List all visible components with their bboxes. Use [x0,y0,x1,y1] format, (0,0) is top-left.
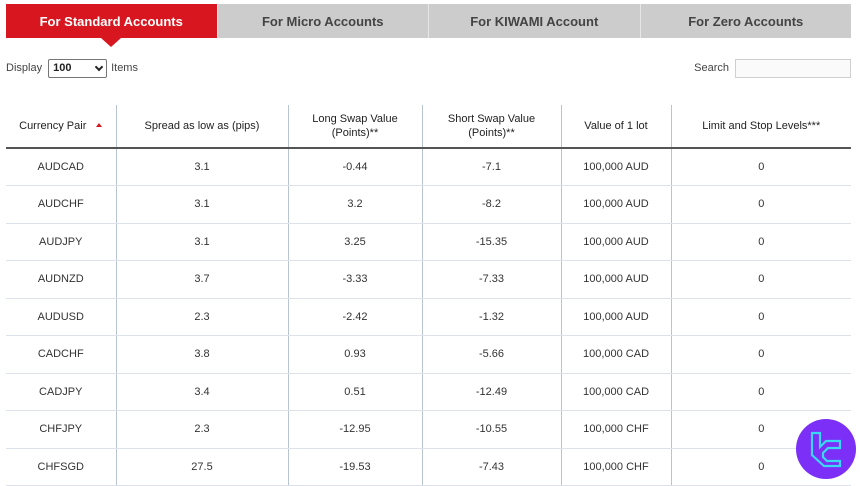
cell-currency-pair: CADCHF [6,335,116,374]
cell-currency-pair: CADJPY [6,373,116,411]
cell-limit-stop: 0 [670,298,851,336]
cell-long-swap: 3.25 [287,223,422,261]
cell-spread: 3.7 [115,260,288,299]
cell-currency-pair: AUDUSD [6,298,116,336]
table-row: AUDNZD 3.7 -3.33 -7.33 100,000 AUD 0 [6,260,851,299]
table-row: AUDJPY 3.1 3.25 -15.35 100,000 AUD 0 [6,223,851,261]
cell-lot-value: 100,000 CAD [560,373,671,411]
header-label: Currency Pair [19,120,87,132]
cell-long-swap: 3.2 [287,185,422,224]
cell-limit-stop: 0 [670,185,851,224]
cell-currency-pair: AUDCAD [6,148,116,186]
header-label-line2: (Points)** [468,127,515,139]
tab-micro-accounts[interactable]: For Micro Accounts [217,4,429,38]
table-row: CHFSGD 27.5 -19.53 -7.43 100,000 CHF 0 [6,448,851,486]
cell-lot-value: 100,000 CHF [560,448,671,486]
header-label: Spread as low as (pips) [144,120,260,132]
rates-table: Currency Pair Spread as low as (pips) Lo… [6,105,851,486]
cell-limit-stop: 0 [670,373,851,411]
header-long-swap[interactable]: Long Swap Value (Points)** [287,105,422,149]
cell-currency-pair: AUDCHF [6,185,116,224]
header-lot-value[interactable]: Value of 1 lot [560,105,671,149]
cell-lot-value: 100,000 AUD [560,185,671,224]
header-label: Limit and Stop Levels*** [702,120,821,132]
cell-short-swap: -15.35 [421,223,561,261]
cell-long-swap: -2.42 [287,298,422,336]
cell-spread: 3.1 [115,185,288,224]
cell-long-swap: -3.33 [287,260,422,299]
search-control: Search [694,58,851,78]
display-label: Display [6,62,43,74]
sort-asc-icon [96,123,103,128]
table-row: AUDUSD 2.3 -2.42 -1.32 100,000 AUD 0 [6,298,851,336]
page-length-control: Display 100 Items [6,58,138,78]
header-label-line1: Long Swap Value [312,113,398,125]
cell-currency-pair: CHFJPY [6,410,116,449]
tc-logo-icon [796,419,856,479]
header-label: Value of 1 lot [584,120,648,132]
header-limit-stop[interactable]: Limit and Stop Levels*** [670,105,851,149]
table-row: AUDCAD 3.1 -0.44 -7.1 100,000 AUD 0 [6,148,851,186]
cell-spread: 27.5 [115,448,288,486]
header-spread[interactable]: Spread as low as (pips) [115,105,288,149]
cell-long-swap: -19.53 [287,448,422,486]
tab-zero-accounts[interactable]: For Zero Accounts [640,4,851,38]
table-row: CHFJPY 2.3 -12.95 -10.55 100,000 CHF 0 [6,410,851,449]
cell-limit-stop: 0 [670,260,851,299]
items-label: Items [111,62,138,74]
cell-limit-stop: 0 [670,223,851,261]
cell-short-swap: -7.43 [421,448,561,486]
cell-spread: 3.4 [115,373,288,411]
cell-long-swap: -0.44 [287,148,422,186]
table-row: CADCHF 3.8 0.93 -5.66 100,000 CAD 0 [6,335,851,374]
cell-lot-value: 100,000 AUD [560,148,671,186]
account-type-tabs: For Standard Accounts For Micro Accounts… [6,4,851,47]
cell-short-swap: -12.49 [421,373,561,411]
cell-lot-value: 100,000 CAD [560,335,671,374]
cell-lot-value: 100,000 AUD [560,298,671,336]
cell-currency-pair: AUDJPY [6,223,116,261]
cell-spread: 3.1 [115,148,288,186]
cell-limit-stop: 0 [670,335,851,374]
cell-spread: 3.8 [115,335,288,374]
cell-short-swap: -10.55 [421,410,561,449]
cell-short-swap: -5.66 [421,335,561,374]
cell-lot-value: 100,000 AUD [560,223,671,261]
header-currency-pair[interactable]: Currency Pair [6,105,116,149]
header-label-line2: (Points)** [331,127,379,139]
cell-spread: 3.1 [115,223,288,261]
table-row: AUDCHF 3.1 3.2 -8.2 100,000 AUD 0 [6,185,851,224]
page-length-value: 100 [53,62,72,74]
table-header-row: Currency Pair Spread as low as (pips) Lo… [6,105,851,149]
chevron-down-icon [94,62,104,71]
cell-short-swap: -8.2 [421,185,561,224]
cell-long-swap: 0.51 [287,373,422,411]
cell-spread: 2.3 [115,410,288,449]
tab-kiwami-account[interactable]: For KIWAMI Account [429,4,641,38]
cell-short-swap: -7.1 [421,148,561,186]
header-short-swap[interactable]: Short Swap Value (Points)** [421,105,561,149]
cell-short-swap: -1.32 [421,298,561,336]
table-controls: Display 100 Items Search [6,58,851,78]
cell-lot-value: 100,000 CHF [560,410,671,449]
table-row: CADJPY 3.4 0.51 -12.49 100,000 CAD 0 [6,373,851,411]
cell-spread: 2.3 [115,298,288,336]
header-label-line1: Short Swap Value [447,113,536,125]
search-input[interactable] [735,58,851,78]
cell-currency-pair: CHFSGD [6,448,116,486]
cell-currency-pair: AUDNZD [6,260,116,299]
cell-short-swap: -7.33 [421,260,561,299]
page-length-select[interactable]: 100 [48,58,108,78]
cell-lot-value: 100,000 AUD [560,260,671,299]
cell-long-swap: 0.93 [287,335,422,374]
search-label: Search [694,62,729,74]
cell-limit-stop: 0 [670,148,851,186]
cell-long-swap: -12.95 [287,410,422,449]
tab-standard-accounts[interactable]: For Standard Accounts [6,4,218,47]
